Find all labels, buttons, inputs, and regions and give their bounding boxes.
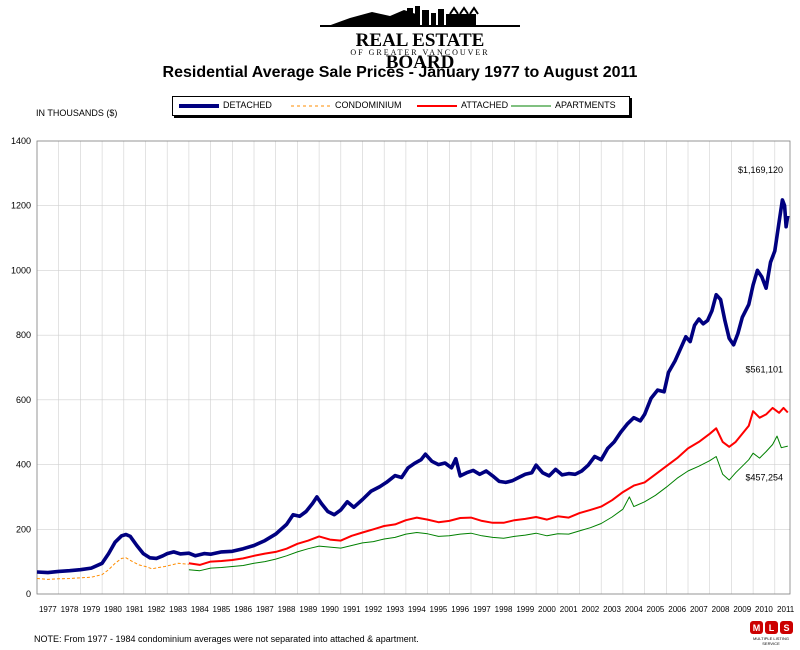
x-tick-label: 1979 [82,605,100,614]
y-axis-label: IN THOUSANDS ($) [36,108,118,118]
x-tick-label: 2000 [538,605,556,614]
annotation-label: $561,101 [745,364,783,374]
y-tick-label: 200 [16,524,31,534]
y-tick-label: 1200 [11,201,31,211]
x-tick-label: 2009 [733,605,751,614]
legend-label-condominium: CONDOMINIUM [335,100,402,110]
y-tick-label: 400 [16,460,31,470]
x-tick-label: 2001 [560,605,578,614]
series-line-condominium [36,557,189,580]
x-tick-label: 1999 [516,605,534,614]
legend-label-apartments: APARTMENTS [555,100,616,110]
legend-label-detached: DETACHED [223,100,272,110]
series-line-detached [36,198,790,575]
chart-title: Residential Average Sale Prices - Januar… [162,64,638,81]
legend: DETACHED CONDOMINIUM ATTACHED APARTMENTS [172,96,630,116]
x-tick-label: 1987 [256,605,274,614]
x-tick-label: 2011 [777,605,795,614]
svg-text:S: S [783,623,789,633]
mls-icon: M L S [750,621,793,634]
x-tick-label: 1996 [451,605,469,614]
x-tick-label: 1978 [61,605,79,614]
x-tick-label: 1990 [321,605,339,614]
x-tick-label: 1985 [213,605,231,614]
x-tick-label: 1989 [299,605,317,614]
x-tick-label: 2002 [581,605,599,614]
plot-frame [36,140,791,595]
mls-logo: M L S MULTIPLE LISTING SERVICE [748,620,794,646]
series-line-apartments [188,435,788,572]
x-tick-label: 2008 [712,605,730,614]
y-tick-label: 1000 [11,265,31,275]
x-tick-label: 1986 [234,605,252,614]
brand-logo: REAL ESTATE BOARD OF GREATER VANCOUVER [320,4,520,73]
x-tick-label: 2005 [647,605,665,614]
x-tick-label: 1991 [343,605,361,614]
x-tick-label: 2010 [755,605,773,614]
x-tick-label: 1994 [408,605,426,614]
footnote: NOTE: From 1977 - 1984 condominium avera… [34,634,419,644]
annotation-label: $1,169,120 [738,165,783,175]
skyline-icon [320,6,520,27]
x-tick-label: 1980 [104,605,122,614]
series-line-attached [188,406,789,566]
x-tick-label: 2006 [668,605,686,614]
x-tick-label: 1993 [386,605,404,614]
x-tick-label: 2007 [690,605,708,614]
y-tick-label: 1400 [11,136,31,146]
brand-subtitle: OF GREATER VANCOUVER [350,48,490,57]
y-tick-label: 600 [16,395,31,405]
x-tick-label: 1981 [126,605,144,614]
x-tick-label: 1984 [191,605,209,614]
brand-name: REAL ESTATE BOARD [355,30,485,73]
svg-text:M: M [753,623,761,633]
x-tick-label: 2003 [603,605,621,614]
x-tick-label: 2004 [625,605,643,614]
x-tick-label: 1998 [495,605,513,614]
x-tick-label: 1988 [278,605,296,614]
x-tick-label: 1995 [430,605,448,614]
x-tick-label: 1997 [473,605,491,614]
y-tick-label: 800 [16,330,31,340]
legend-label-attached: ATTACHED [461,100,509,110]
x-tick-label: 1982 [147,605,165,614]
x-tick-label: 1992 [364,605,382,614]
svg-text:L: L [769,623,775,633]
mls-caption: MULTIPLE LISTING SERVICE [753,636,789,646]
y-tick-label: 0 [26,589,31,599]
x-tick-label: 1977 [39,605,57,614]
x-tick-label: 1983 [169,605,187,614]
annotation-label: $457,254 [745,473,783,483]
